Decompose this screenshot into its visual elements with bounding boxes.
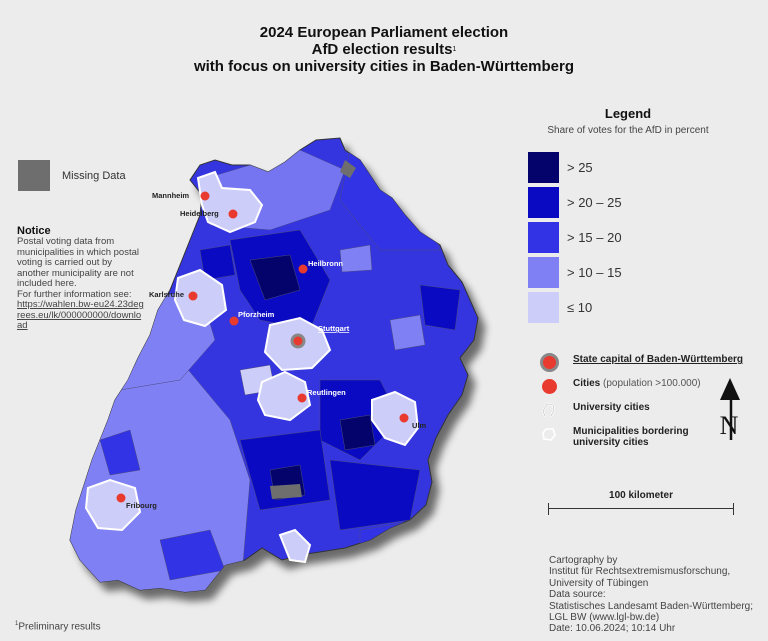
legend-class-label: > 15 – 20: [567, 230, 622, 245]
legend-class: > 25: [528, 150, 622, 185]
city-label-karlsruhe: Karlsruhe: [149, 290, 184, 299]
notice-heading: Notice: [17, 225, 51, 237]
legend-symbols: State capital of Baden-Württemberg Citie…: [538, 352, 743, 456]
city-marker-reutlingen: [297, 393, 307, 403]
scale-label: 100 kilometer: [609, 490, 673, 501]
svg-text:N: N: [720, 411, 739, 440]
city-label-heidelberg: Heidelberg: [180, 209, 219, 218]
city-label-pforzheim: Pforzheim: [238, 310, 275, 319]
university-city-konstanz: [278, 528, 312, 564]
city-marker-pforzheim: [229, 316, 239, 326]
title-line-1: 2024 European Parliament election: [259, 24, 509, 41]
city-marker-heidelberg: [228, 209, 238, 219]
city-marker-mannheim: [200, 191, 210, 201]
municipality-fills: [70, 149, 461, 592]
title-line-2: AfD election results1: [311, 41, 457, 58]
notice-box: Notice Postal voting data from municipal…: [17, 225, 145, 332]
missing-data-label: Missing Data: [62, 169, 126, 182]
legend-symbol-capital: State capital of Baden-Württemberg: [538, 352, 743, 372]
city-label-ulm: Ulm: [412, 421, 427, 430]
legend-swatch: [528, 292, 559, 323]
legend-swatch: [528, 222, 559, 253]
missing-data-swatch: [18, 160, 50, 191]
scale-bar: 100 kilometer: [548, 490, 734, 515]
notice-link[interactable]: https://wahlen.bw-eu24.23degrees.eu/lk/0…: [17, 299, 144, 331]
legend-symbol-cities: Cities (population >100.000): [538, 378, 743, 394]
legend-class-label: > 20 – 25: [567, 195, 622, 210]
university-city-heidelberg-mannheim: [196, 170, 264, 234]
legend-class-label: ≤ 10: [567, 300, 593, 315]
university-city-freiburg: [84, 478, 142, 532]
city-marker-fribourg: [116, 493, 126, 503]
map-title: 2024 European Parliament election AfD el…: [0, 24, 768, 75]
credits: Cartography by Institut für Rechtsextrem…: [549, 555, 753, 635]
city-label-heilbronn: Heilbronn: [308, 259, 343, 268]
bordering-outline-icon: [542, 428, 556, 441]
legend-class: > 10 – 15: [528, 255, 622, 290]
city-label-fribourg: Fribourg: [126, 501, 157, 510]
footnote-mark: 1: [452, 46, 457, 53]
footnote: 1Preliminary results: [15, 621, 101, 633]
legend-class-label: > 25: [567, 160, 593, 175]
city-label-reutlingen: Reutlingen: [307, 388, 346, 397]
legend-subtitle: Share of votes for the AfD in percent: [547, 125, 709, 136]
city-marker-karlsruhe: [188, 291, 198, 301]
capital-marker-icon: [539, 352, 559, 372]
legend-class: > 20 – 25: [528, 185, 622, 220]
legend-swatch: [528, 257, 559, 288]
legend-swatch: [528, 187, 559, 218]
legend-swatch: [528, 152, 559, 183]
university-outline-icon: [541, 402, 556, 417]
city-marker-heilbronn: [298, 264, 308, 274]
city-label-stuttgart: Stuttgart: [318, 324, 350, 333]
legend-symbol-university: University cities: [538, 402, 743, 418]
notice-further: For further information see:: [17, 288, 132, 300]
missing-data-area: [340, 160, 356, 178]
legend-class-label: > 10 – 15: [567, 265, 622, 280]
title-line-3: with focus on university cities in Baden…: [193, 58, 575, 75]
legend-class: ≤ 10: [528, 290, 622, 325]
legend-symbol-bordering: Municipalities bordering university citie…: [538, 426, 743, 448]
university-cities: [84, 170, 420, 564]
university-city-ulm: [371, 390, 420, 447]
missing-data-legend: Missing Data: [18, 160, 126, 191]
legend-class: > 15 – 20: [528, 220, 622, 255]
city-marker-icon: [541, 378, 557, 394]
north-arrow-icon: N: [720, 378, 740, 440]
city-marker-stuttgart: [293, 336, 303, 346]
notice-text: Postal voting data from municipalities i…: [17, 236, 139, 289]
legend-classes: > 25 > 20 – 25 > 15 – 20 > 10 – 15 ≤ 10: [528, 150, 622, 325]
university-city-tuebingen-reutlingen: [256, 370, 312, 422]
city-markers: Mannheim Heidelberg Heilbronn Karlsruhe Pfor…: [116, 191, 427, 510]
missing-data-area: [270, 484, 302, 499]
city-marker-ulm: [399, 413, 409, 423]
university-city-karlsruhe: [173, 268, 228, 328]
city-label-mannheim: Mannheim: [152, 191, 189, 200]
legend-title: Legend: [604, 106, 652, 121]
